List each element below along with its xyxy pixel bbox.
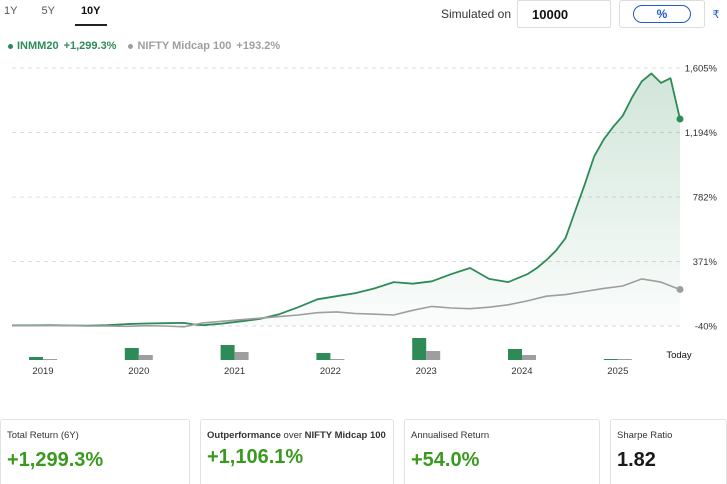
x-tick-label-today: Today — [666, 350, 692, 361]
legend-fund[interactable]: INMM20 +1,299.3% — [8, 40, 116, 52]
fund-year-bar[interactable] — [603, 359, 618, 360]
legend-benchmark-name: NIFTY Midcap 100 — [137, 40, 232, 52]
benchmark-year-bar[interactable] — [617, 359, 632, 360]
amount-input[interactable] — [517, 0, 611, 28]
chart-legend: INMM20 +1,299.3% NIFTY Midcap 100 +193.2… — [8, 40, 292, 52]
outperformance-label-benchmark: NIFTY Midcap 100 — [304, 430, 386, 441]
area-layer — [12, 73, 680, 326]
sharpe-ratio-card: Sharpe Ratio 1.82 — [610, 419, 727, 484]
benchmark-year-bar[interactable] — [138, 355, 153, 360]
legend-benchmark-value: +193.2% — [236, 40, 281, 52]
fund-year-bar[interactable] — [124, 348, 139, 360]
line-layer — [12, 72, 684, 328]
annualised-return-value: +54.0% — [411, 449, 480, 471]
simulated-on-label: Simulated on — [440, 7, 511, 21]
benchmark-year-bar[interactable] — [234, 352, 249, 360]
x-tick-label: 2024 — [511, 366, 532, 377]
performance-chart: 1,605% 1,194% 782% 371% -40% 2019 2020 2… — [12, 64, 718, 377]
outperformance-label: Outperformance over NIFTY Midcap 100 — [207, 430, 393, 441]
benchmark-year-bar[interactable] — [330, 359, 345, 360]
fund-dot-icon — [8, 43, 13, 49]
total-return-card: Total Return (6Y) +1,299.3% — [0, 419, 190, 484]
benchmark-year-bar[interactable] — [522, 355, 536, 360]
outperformance-value: +1,106.1% — [207, 446, 304, 468]
legend-fund-value: +1,299.3% — [63, 40, 117, 52]
y-tick-label: 371% — [693, 257, 718, 268]
y-axis-ticks: 1,605% 1,194% 782% 371% -40% — [685, 64, 718, 333]
tab-1y[interactable]: 1Y — [4, 5, 18, 17]
percent-mode-button[interactable]: % — [633, 5, 691, 23]
mode-toggle: % — [619, 0, 705, 28]
y-tick-label: 1,194% — [685, 128, 718, 139]
x-tick-label: 2020 — [128, 366, 149, 377]
y-tick-label: 782% — [693, 193, 718, 204]
tab-10y[interactable]: 10Y — [74, 0, 107, 26]
stats-cards: Total Return (6Y) +1,299.3% Outperforman… — [0, 419, 727, 484]
x-tick-label: 2021 — [224, 366, 245, 377]
sharpe-ratio-value: 1.82 — [617, 449, 656, 471]
y-tick-label: 1,605% — [685, 64, 718, 75]
fund-end-point[interactable] — [676, 115, 684, 123]
fund-year-bar[interactable] — [316, 353, 331, 360]
fund-year-bar[interactable] — [412, 338, 427, 360]
x-tick-label: 2025 — [607, 366, 628, 377]
tab-5y[interactable]: 5Y — [41, 5, 55, 17]
fund-year-bar[interactable] — [220, 345, 235, 360]
legend-fund-name: INMM20 — [17, 40, 59, 52]
yearly-bars — [29, 338, 632, 360]
x-tick-label: 2023 — [416, 366, 437, 377]
fund-line[interactable] — [12, 72, 681, 327]
annualised-return-card: Annualised Return +54.0% — [404, 419, 600, 484]
x-tick-label: 2022 — [320, 366, 341, 377]
benchmark-line[interactable] — [12, 278, 681, 328]
x-axis-ticks: 2019 2020 2021 2022 2023 2024 2025 Today — [32, 350, 691, 377]
fund-year-bar[interactable] — [508, 349, 522, 360]
rupee-mode-button[interactable]: ₹ — [712, 8, 720, 21]
benchmark-year-bar[interactable] — [43, 359, 57, 360]
total-return-label: Total Return (6Y) — [7, 430, 79, 441]
outperformance-label-mid: over — [280, 430, 305, 441]
x-tick-label: 2019 — [32, 366, 53, 377]
sharpe-ratio-label: Sharpe Ratio — [617, 430, 673, 441]
benchmark-end-point[interactable] — [676, 285, 684, 293]
legend-benchmark[interactable]: NIFTY Midcap 100 +193.2% — [128, 40, 280, 52]
y-tick-label: -40% — [695, 322, 718, 333]
fund-year-bar[interactable] — [29, 357, 43, 360]
annualised-return-label: Annualised Return — [411, 430, 490, 441]
total-return-value: +1,299.3% — [7, 449, 104, 471]
benchmark-dot-icon — [128, 43, 134, 49]
outperformance-card: Outperformance over NIFTY Midcap 100 +1,… — [200, 419, 394, 484]
simulator: Simulated on % ₹ — [441, 0, 727, 28]
fund-area-fill — [12, 73, 680, 326]
benchmark-year-bar[interactable] — [426, 351, 441, 360]
outperformance-label-bold: Outperformance — [207, 430, 281, 441]
range-tabs: 1Y 5Y 10Y — [0, 0, 123, 26]
